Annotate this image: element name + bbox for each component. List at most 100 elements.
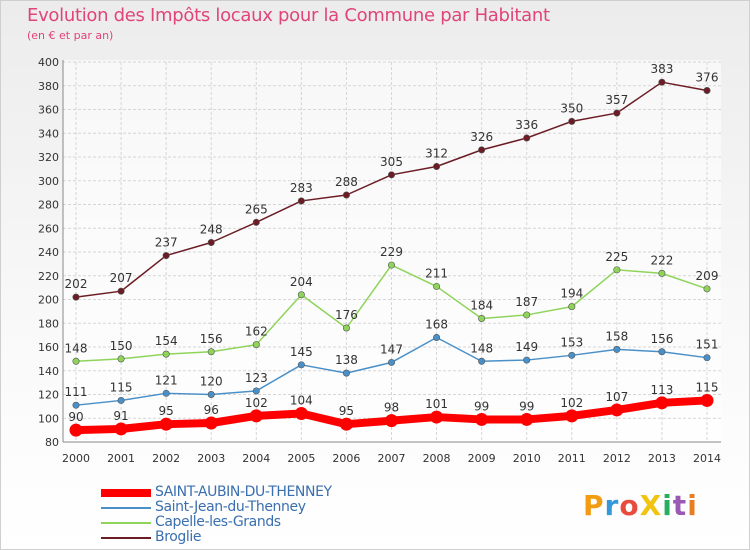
data-point [162, 389, 170, 397]
data-label: 153 [560, 335, 583, 349]
data-label: 158 [605, 329, 628, 343]
data-label: 202 [65, 277, 88, 291]
x-tick-label: 2000 [62, 452, 90, 465]
data-point [207, 239, 215, 247]
logo-letter: r [604, 489, 620, 522]
data-label: 98 [384, 401, 399, 415]
y-tick-label: 220 [38, 270, 59, 283]
data-label: 211 [425, 266, 448, 280]
data-label: 305 [380, 155, 403, 169]
data-label: 184 [470, 299, 493, 313]
x-tick-label: 2014 [693, 452, 721, 465]
data-label: 312 [425, 147, 448, 161]
data-label: 326 [470, 130, 493, 144]
data-point [568, 117, 576, 125]
data-point [568, 303, 576, 311]
y-tick-label: 180 [38, 317, 59, 330]
data-label: 176 [335, 308, 358, 322]
data-label: 102 [245, 396, 268, 410]
y-tick-label: 320 [38, 151, 59, 164]
data-label: 147 [380, 342, 403, 356]
data-label: 194 [560, 287, 583, 301]
y-tick-label: 260 [38, 222, 59, 235]
data-label: 99 [474, 399, 489, 413]
legend-swatch [101, 507, 151, 509]
legend-swatch [101, 522, 151, 524]
data-label: 283 [290, 181, 313, 195]
data-point [568, 351, 576, 359]
data-label: 113 [650, 383, 673, 397]
data-point [700, 393, 714, 407]
data-point [613, 266, 621, 274]
data-point [433, 333, 441, 341]
data-point [475, 412, 489, 426]
logo-letter: P [583, 489, 605, 522]
x-tick-label: 2012 [603, 452, 631, 465]
data-label: 115 [110, 380, 133, 394]
data-point [433, 282, 441, 290]
data-point [613, 109, 621, 117]
data-label: 150 [110, 339, 133, 353]
data-label: 104 [290, 394, 313, 408]
data-label: 288 [335, 175, 358, 189]
data-point [342, 324, 350, 332]
y-tick-label: 140 [38, 365, 59, 378]
data-label: 237 [155, 236, 178, 250]
data-point [703, 354, 711, 362]
data-point [658, 348, 666, 356]
data-label: 187 [515, 295, 538, 309]
data-label: 207 [110, 271, 133, 285]
data-point [297, 197, 305, 205]
data-label: 95 [339, 404, 354, 418]
data-point [204, 416, 218, 430]
data-label: 229 [380, 245, 403, 259]
data-point [703, 87, 711, 95]
data-point [523, 311, 531, 319]
data-point [117, 355, 125, 363]
y-tick-label: 80 [45, 436, 59, 449]
data-label: 336 [515, 118, 538, 132]
data-label: 101 [425, 397, 448, 411]
data-point [162, 350, 170, 358]
data-point [159, 417, 173, 431]
data-point [72, 401, 80, 409]
data-point [117, 287, 125, 295]
data-point [523, 134, 531, 142]
data-label: 138 [335, 353, 358, 367]
x-tick-label: 2011 [558, 452, 586, 465]
logo-letter: o [619, 489, 640, 522]
y-tick-label: 280 [38, 199, 59, 212]
data-label: 91 [113, 409, 128, 423]
x-tick-label: 2004 [242, 452, 270, 465]
data-label: 248 [200, 223, 223, 237]
legend-label: Saint-Jean-du-Thenney [155, 499, 306, 515]
legend-swatch [101, 537, 151, 539]
data-point [342, 191, 350, 199]
y-tick-label: 100 [38, 412, 59, 425]
data-point [339, 417, 353, 431]
x-tick-label: 2003 [197, 452, 225, 465]
x-tick-label: 2006 [332, 452, 360, 465]
legend-label: Capelle-les-Grands [155, 514, 281, 530]
legend-label: SAINT-AUBIN-DU-THENNEY [155, 484, 332, 500]
data-point [387, 358, 395, 366]
data-label: 90 [68, 410, 83, 424]
data-label: 148 [470, 341, 493, 355]
data-point [207, 348, 215, 356]
y-tick-label: 200 [38, 294, 59, 307]
data-label: 265 [245, 202, 268, 216]
y-tick-label: 400 [38, 56, 59, 69]
data-label: 222 [650, 253, 673, 267]
data-point [658, 78, 666, 86]
data-label: 149 [515, 340, 538, 354]
data-label: 376 [696, 71, 719, 85]
data-label: 225 [605, 250, 628, 264]
x-tick-label: 2008 [423, 452, 451, 465]
data-point [523, 356, 531, 364]
data-label: 111 [65, 385, 88, 399]
legend-label: Broglie [155, 529, 202, 545]
data-point [207, 390, 215, 398]
data-point [252, 218, 260, 226]
data-point [610, 403, 624, 417]
